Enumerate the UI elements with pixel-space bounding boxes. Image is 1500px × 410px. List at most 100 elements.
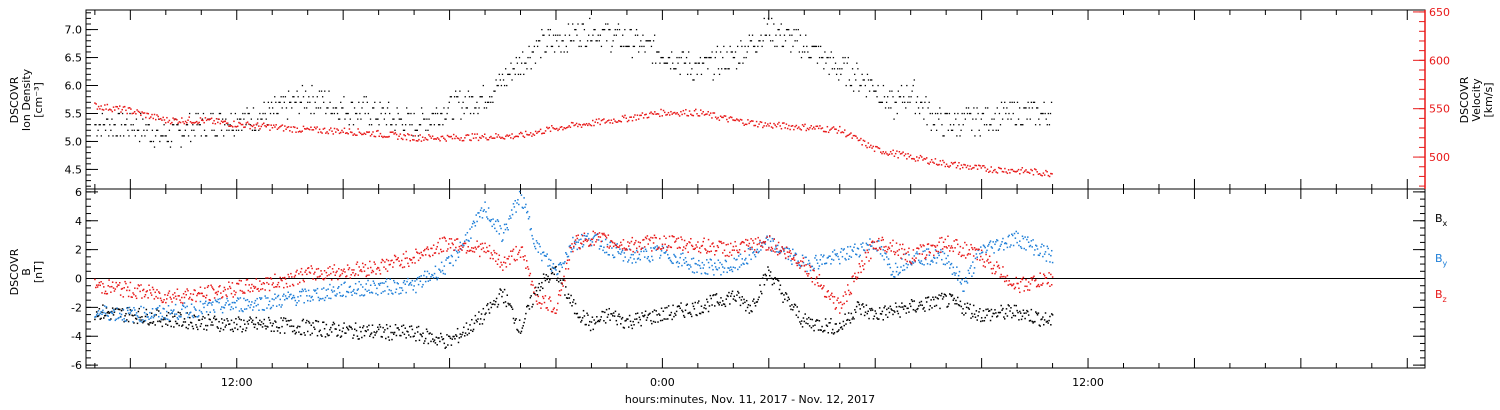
data-point bbox=[408, 325, 411, 328]
data-point bbox=[194, 308, 196, 310]
data-point bbox=[105, 293, 108, 295]
data-point bbox=[572, 301, 574, 303]
density-point bbox=[385, 124, 388, 126]
data-point bbox=[547, 275, 549, 278]
velocity-point bbox=[132, 112, 135, 114]
data-point bbox=[870, 245, 872, 247]
velocity-point bbox=[1006, 172, 1009, 175]
data-point bbox=[697, 241, 699, 243]
data-point bbox=[590, 238, 593, 240]
data-point bbox=[368, 289, 370, 292]
data-point bbox=[396, 327, 399, 329]
data-point bbox=[485, 312, 487, 314]
data-point bbox=[616, 323, 618, 326]
data-point bbox=[552, 263, 555, 265]
data-point bbox=[817, 329, 820, 331]
data-point bbox=[572, 250, 574, 253]
data-point bbox=[141, 297, 143, 299]
data-point bbox=[635, 239, 637, 242]
data-point bbox=[792, 248, 794, 251]
data-point bbox=[413, 285, 415, 287]
data-point bbox=[467, 239, 469, 242]
velocity-point bbox=[331, 130, 333, 132]
velocity-point bbox=[536, 132, 538, 135]
data-point bbox=[221, 322, 224, 324]
data-point bbox=[498, 233, 501, 235]
data-point bbox=[419, 257, 422, 259]
data-point bbox=[559, 294, 562, 297]
density-point bbox=[631, 56, 633, 59]
velocity-point bbox=[446, 134, 449, 137]
data-point bbox=[404, 283, 407, 285]
data-point bbox=[535, 240, 538, 242]
velocity-point bbox=[683, 112, 686, 115]
data-point bbox=[716, 301, 719, 303]
density-point bbox=[344, 118, 346, 120]
velocity-point bbox=[1025, 169, 1027, 171]
data-point bbox=[330, 297, 332, 300]
data-point bbox=[419, 333, 422, 335]
data-point bbox=[213, 315, 216, 318]
density-point bbox=[837, 68, 839, 70]
data-point bbox=[474, 246, 477, 248]
density-point bbox=[203, 129, 206, 131]
data-point bbox=[923, 306, 925, 309]
data-point bbox=[581, 246, 584, 248]
data-point bbox=[674, 255, 676, 257]
velocity-point bbox=[821, 127, 824, 129]
density-point bbox=[642, 34, 644, 36]
data-point bbox=[942, 263, 945, 265]
density-point bbox=[105, 118, 108, 120]
data-point bbox=[500, 289, 502, 291]
data-point bbox=[642, 239, 644, 241]
data-point bbox=[502, 239, 504, 241]
data-point bbox=[1031, 246, 1033, 248]
velocity-point bbox=[691, 114, 693, 117]
data-point bbox=[497, 303, 500, 306]
data-point bbox=[908, 311, 910, 313]
data-point bbox=[345, 332, 347, 334]
density-point bbox=[131, 129, 133, 131]
velocity-point bbox=[662, 109, 665, 112]
data-point bbox=[197, 292, 199, 295]
density-point bbox=[777, 28, 779, 31]
density-point bbox=[792, 45, 794, 48]
velocity-point bbox=[728, 117, 731, 119]
density-point bbox=[194, 135, 196, 137]
data-point bbox=[362, 325, 365, 327]
density-point bbox=[324, 90, 326, 92]
data-point bbox=[212, 288, 215, 291]
velocity-point bbox=[354, 134, 357, 136]
density-point bbox=[181, 135, 183, 137]
data-point bbox=[309, 300, 312, 302]
data-point bbox=[756, 243, 759, 246]
data-point bbox=[565, 297, 568, 299]
data-point bbox=[244, 329, 247, 332]
data-point bbox=[1018, 319, 1020, 321]
data-point bbox=[160, 318, 163, 320]
data-point bbox=[956, 303, 958, 305]
data-point bbox=[166, 324, 169, 326]
data-point bbox=[729, 266, 732, 268]
velocity-point bbox=[399, 133, 402, 135]
data-point bbox=[555, 265, 557, 268]
density-point bbox=[685, 56, 688, 59]
data-point bbox=[809, 318, 812, 321]
data-point bbox=[289, 285, 291, 287]
data-point bbox=[173, 315, 176, 317]
velocity-point bbox=[250, 124, 253, 127]
density-point bbox=[96, 135, 98, 137]
data-point bbox=[209, 299, 211, 301]
data-point bbox=[461, 244, 463, 247]
data-point bbox=[99, 312, 101, 315]
data-point bbox=[299, 281, 301, 284]
density-point bbox=[656, 51, 658, 53]
velocity-point bbox=[722, 116, 724, 119]
data-point bbox=[1003, 249, 1005, 251]
data-point bbox=[940, 294, 942, 297]
data-point bbox=[273, 298, 275, 301]
data-point bbox=[180, 313, 182, 316]
density-point bbox=[644, 51, 646, 53]
data-point bbox=[688, 241, 690, 243]
data-point bbox=[606, 243, 609, 246]
